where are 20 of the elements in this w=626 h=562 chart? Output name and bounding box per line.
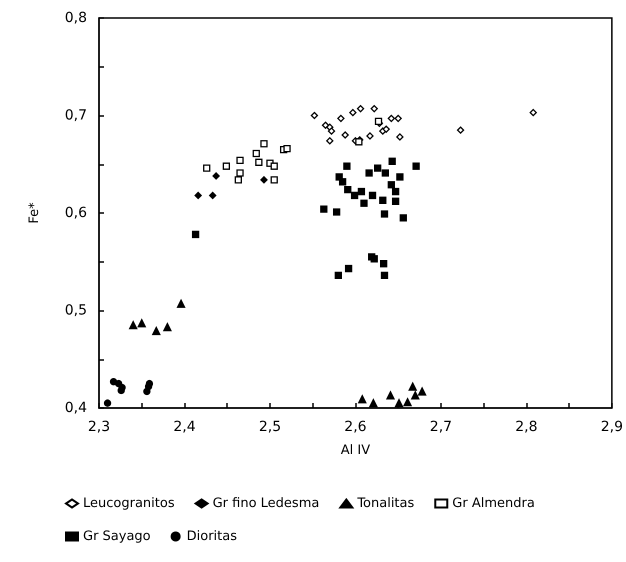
legend-label: Leucogranitos: [83, 496, 175, 511]
y-tick-label: 0,5: [64, 302, 87, 318]
legend-label: Gr Almendra: [452, 496, 535, 511]
y-tick-label: 0,4: [64, 400, 88, 416]
y-tick-label: 0,8: [64, 10, 87, 26]
legend-label: Gr Sayago: [83, 529, 151, 544]
x-tick-label: 2,3: [88, 419, 110, 435]
x-tick-label: 2,4: [173, 419, 196, 435]
legend-label: Tonalitas: [356, 496, 414, 511]
x-axis-title: Al IV: [340, 443, 370, 458]
x-tick-label: 2,9: [600, 419, 623, 435]
x-tick-label: 2,8: [515, 419, 538, 435]
x-tick-label: 2,7: [430, 419, 452, 435]
y-axis-title: Fe*: [27, 202, 42, 224]
legend-label: Dioritas: [186, 529, 238, 544]
y-tick-label: 0,7: [64, 108, 87, 124]
y-tick-label: 0,6: [64, 205, 88, 221]
x-tick-label: 2,5: [258, 419, 282, 435]
legend-label: Gr fino Ledesma: [212, 496, 320, 511]
x-tick-label: 2,6: [344, 419, 367, 435]
